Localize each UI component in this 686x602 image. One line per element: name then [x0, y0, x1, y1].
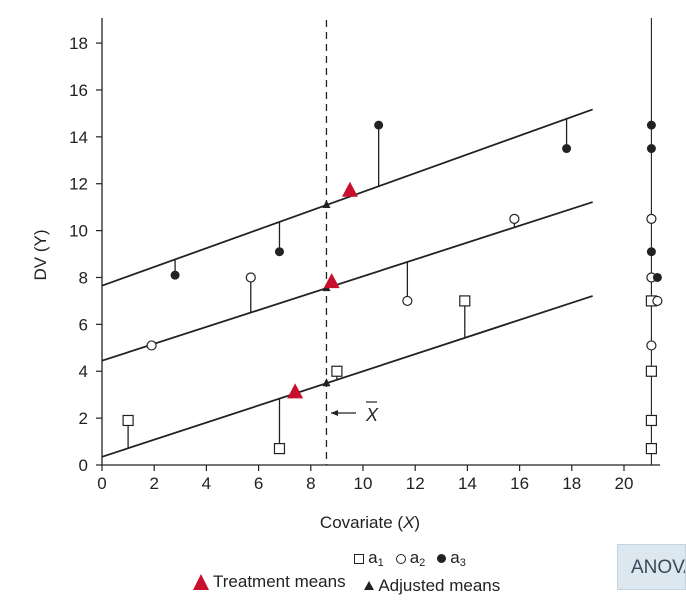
legend-treatment-means: Treatment means — [193, 572, 346, 592]
x-tick-label-8: 8 — [306, 474, 315, 493]
legend-adjusted-means: Adjusted means — [364, 576, 500, 596]
axes: 0 2 4 6 8 10 12 14 16 18 20 0 2 4 6 8 10 12 14 16 18 — [69, 18, 661, 493]
x-tick-label-0: 0 — [97, 474, 106, 493]
y-tick-label-2: 2 — [79, 409, 88, 428]
marginal-point-0 — [645, 442, 658, 455]
treatment-mean-1 — [323, 273, 340, 289]
point-a3-0 — [170, 270, 180, 280]
regression-line-a3 — [101, 108, 593, 287]
point-a1-2 — [331, 365, 343, 377]
treatment-mean-0 — [287, 383, 304, 399]
point-a1-1 — [273, 442, 286, 455]
y-tick-label-0: 0 — [79, 456, 88, 475]
x-tick-label-2: 2 — [149, 474, 158, 493]
anova-tab-label: ANOVA — [631, 557, 685, 578]
point-a2-3 — [509, 213, 520, 224]
open-square-icon — [354, 553, 365, 564]
y-tick-label-10: 10 — [69, 222, 88, 241]
marginal-point-1 — [645, 414, 658, 427]
x-tick-label-16: 16 — [510, 474, 529, 493]
x-tick-label-14: 14 — [458, 474, 477, 493]
point-a1-3 — [459, 295, 471, 307]
point-a3-3 — [562, 144, 572, 154]
legend-groups-row: a1 a2 a3 — [220, 548, 600, 569]
grand-mean-label: X — [365, 405, 379, 425]
x-tick-label-6: 6 — [254, 474, 263, 493]
red-triangle-icon — [193, 574, 209, 590]
black-triangle-icon — [364, 581, 375, 590]
adjusted-mean-a1 — [322, 378, 331, 387]
filled-circle-icon — [437, 554, 447, 563]
legend-a2: a2 — [395, 548, 425, 569]
x-tick-label-20: 20 — [615, 474, 634, 493]
y-tick-label-6: 6 — [79, 315, 88, 334]
marginal-point-7 — [646, 213, 657, 224]
point-a3-2 — [374, 120, 384, 130]
marginal-point-8 — [652, 272, 662, 282]
adjusted-mean-a3 — [322, 200, 331, 209]
x-axis-label: Covariate (X) — [320, 513, 420, 532]
marginal-point-10 — [646, 144, 656, 154]
marginal-point-9 — [646, 247, 656, 257]
grand-mean-arrowhead — [331, 410, 338, 416]
legend-a3: a3 — [437, 548, 466, 569]
legend-adjusted-means-label: Adjusted means — [378, 575, 501, 595]
y-tick-label-4: 4 — [79, 362, 88, 381]
anova-tab[interactable]: ANOVA — [617, 544, 686, 590]
legend: a1 a2 a3 — [220, 548, 600, 569]
x-tick-label-10: 10 — [354, 474, 373, 493]
legend-means-row: Treatment means Adjusted means — [193, 572, 500, 596]
y-tick-label-18: 18 — [69, 34, 88, 53]
x-tick-label-4: 4 — [202, 474, 211, 493]
point-a2-2 — [402, 295, 413, 307]
marginal-point-2 — [645, 365, 658, 377]
point-a2-0 — [146, 340, 157, 351]
y-tick-label-8: 8 — [79, 268, 88, 287]
treatment-mean-2 — [341, 181, 358, 197]
marginal-point-11 — [646, 120, 656, 130]
regression-line-a2 — [101, 201, 593, 362]
y-tick-label-16: 16 — [69, 81, 88, 100]
y-tick-label-14: 14 — [69, 128, 88, 147]
x-tick-label-12: 12 — [406, 474, 425, 493]
grand-mean-annotation: X — [331, 401, 379, 425]
data-points — [122, 118, 663, 455]
x-tick-label-18: 18 — [562, 474, 581, 493]
regression-line-a1 — [101, 295, 593, 458]
regression-lines — [101, 18, 652, 465]
y-axis-label: DV (Y) — [31, 230, 50, 281]
marginal-point-5 — [652, 295, 663, 307]
y-tick-label-12: 12 — [69, 175, 88, 194]
point-a1-0 — [122, 414, 134, 427]
point-a3-1 — [274, 247, 284, 257]
marginal-point-4 — [646, 340, 657, 351]
legend-a1: a1 — [354, 548, 384, 569]
open-circle-icon — [395, 553, 406, 564]
point-a2-1 — [245, 272, 256, 283]
legend-treatment-means-label: Treatment means — [213, 572, 346, 591]
